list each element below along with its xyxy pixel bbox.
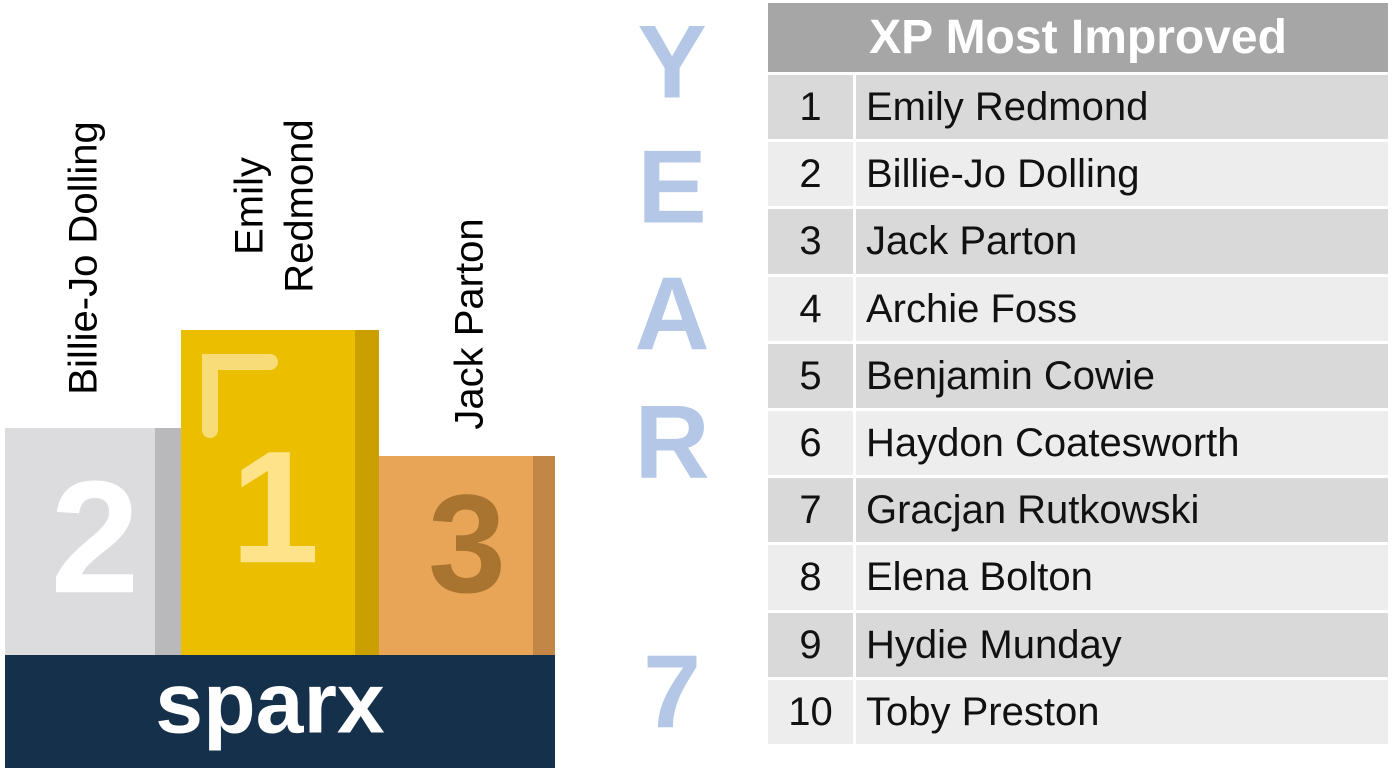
- rank-cell: 3: [768, 209, 853, 274]
- name-cell: Hydie Munday: [856, 612, 1388, 677]
- ranking-table: XP Most Improved 1 Emily Redmond 2 Billie-J…: [768, 3, 1388, 744]
- name-cell: Jack Parton: [856, 209, 1388, 274]
- rank-cell: 6: [768, 410, 853, 476]
- table-row: 2 Billie-Jo Dolling: [768, 142, 1388, 207]
- table-row: 4 Archie Foss: [768, 276, 1388, 341]
- rank-cell: 1: [768, 75, 853, 140]
- rank-cell: 4: [768, 276, 853, 341]
- table-row: 10 Toby Preston: [768, 679, 1388, 744]
- table-title: XP Most Improved: [768, 3, 1388, 72]
- table-row: 5 Benjamin Cowie: [768, 343, 1388, 408]
- name-cell: Toby Preston: [856, 679, 1388, 744]
- name-cell: Elena Bolton: [856, 545, 1388, 610]
- place-number: 2: [51, 447, 140, 626]
- year-letter: A: [634, 256, 709, 372]
- name-cell: Archie Foss: [856, 276, 1388, 341]
- logo: sparx: [155, 656, 385, 752]
- rank-cell: 9: [768, 612, 853, 677]
- name-cell: Gracjan Rutkowski: [856, 478, 1388, 543]
- rank-cell: 10: [768, 679, 853, 744]
- rank-cell: 7: [768, 478, 853, 543]
- table-row: 6 Haydon Coatesworth: [768, 410, 1388, 476]
- podium-graphic: 2 1 3 Billie-Jo Dolling Emily Redmond Ja…: [5, 4, 710, 768]
- table-row: 9 Hydie Munday: [768, 612, 1388, 677]
- podium-shade: [533, 456, 555, 656]
- table-body: 1 Emily Redmond 2 Billie-Jo Dolling 3 Jack Pa…: [768, 75, 1388, 744]
- podium-shade: [355, 330, 379, 656]
- podium-third: [379, 456, 555, 656]
- podium-second: [5, 428, 181, 656]
- podium-shade: [155, 428, 181, 656]
- place-number: 3: [428, 465, 506, 622]
- podium-base: [5, 655, 555, 768]
- shine: [202, 354, 278, 438]
- podium-name: Redmond: [278, 119, 322, 292]
- podium-name: Billie-Jo Dolling: [62, 121, 106, 394]
- place-number: 1: [231, 417, 320, 596]
- year-letter: 7: [643, 634, 701, 750]
- rank-cell: 8: [768, 545, 853, 610]
- podium-name: Jack Parton: [448, 218, 492, 429]
- rank-cell: 2: [768, 142, 853, 207]
- podium-name: Emily: [228, 157, 272, 255]
- table-row: 3 Jack Parton: [768, 209, 1388, 274]
- year-letter: Y: [637, 4, 706, 120]
- name-cell: Haydon Coatesworth: [856, 410, 1388, 476]
- rank-cell: 5: [768, 343, 853, 408]
- name-cell: Billie-Jo Dolling: [856, 142, 1388, 207]
- name-cell: Emily Redmond: [856, 75, 1388, 140]
- table-row: 8 Elena Bolton: [768, 545, 1388, 610]
- year-letter: R: [634, 384, 709, 500]
- table-row: 7 Gracjan Rutkowski: [768, 478, 1388, 543]
- name-cell: Benjamin Cowie: [856, 343, 1388, 408]
- year-letter: E: [637, 129, 706, 245]
- table-row: 1 Emily Redmond: [768, 75, 1388, 140]
